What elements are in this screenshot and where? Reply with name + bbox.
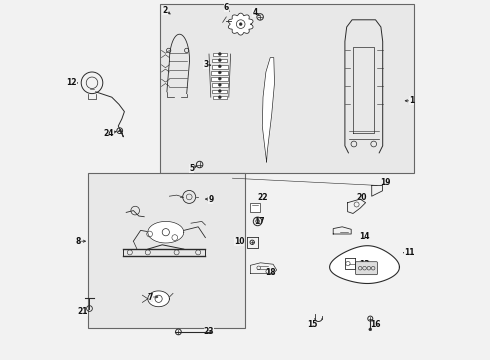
Text: 20: 20 xyxy=(356,193,367,202)
Circle shape xyxy=(219,96,221,99)
Text: 8: 8 xyxy=(76,237,81,246)
Circle shape xyxy=(219,84,221,86)
Text: 5: 5 xyxy=(189,163,194,172)
FancyBboxPatch shape xyxy=(356,262,377,275)
Circle shape xyxy=(219,77,221,80)
Polygon shape xyxy=(262,58,274,162)
Circle shape xyxy=(239,23,242,26)
Bar xyxy=(212,65,228,68)
Text: 14: 14 xyxy=(359,233,370,241)
Bar xyxy=(88,173,245,328)
Text: 1: 1 xyxy=(409,96,414,105)
Bar xyxy=(211,71,228,75)
Text: 16: 16 xyxy=(370,320,381,329)
Text: 6: 6 xyxy=(223,3,229,12)
Bar xyxy=(211,77,228,81)
Text: 19: 19 xyxy=(380,178,391,187)
Circle shape xyxy=(219,59,221,62)
Circle shape xyxy=(219,90,221,93)
Text: 24: 24 xyxy=(104,129,114,138)
Circle shape xyxy=(219,71,221,74)
Text: 7: 7 xyxy=(148,292,153,302)
Text: 18: 18 xyxy=(266,269,276,277)
Text: 9: 9 xyxy=(208,194,214,203)
Text: 11: 11 xyxy=(404,248,415,257)
Circle shape xyxy=(369,328,372,331)
Bar xyxy=(250,203,261,212)
Bar xyxy=(212,59,227,62)
Polygon shape xyxy=(330,246,399,283)
Text: 12: 12 xyxy=(66,77,77,86)
Text: 10: 10 xyxy=(234,238,245,246)
Circle shape xyxy=(219,65,221,68)
Polygon shape xyxy=(228,13,253,35)
Circle shape xyxy=(219,53,221,55)
Text: 4: 4 xyxy=(252,8,258,17)
Bar xyxy=(213,96,227,99)
Text: 13: 13 xyxy=(359,260,370,269)
Polygon shape xyxy=(148,291,170,307)
Bar xyxy=(212,90,227,93)
Text: 22: 22 xyxy=(257,193,268,202)
Text: 2: 2 xyxy=(163,5,168,14)
Text: 3: 3 xyxy=(203,60,209,69)
Bar xyxy=(213,53,227,56)
Text: 23: 23 xyxy=(204,328,214,336)
Text: 21: 21 xyxy=(77,307,88,316)
Bar xyxy=(212,84,228,87)
Text: 17: 17 xyxy=(254,217,265,226)
Bar xyxy=(160,4,414,173)
Polygon shape xyxy=(148,221,184,243)
Text: 15: 15 xyxy=(308,320,318,329)
